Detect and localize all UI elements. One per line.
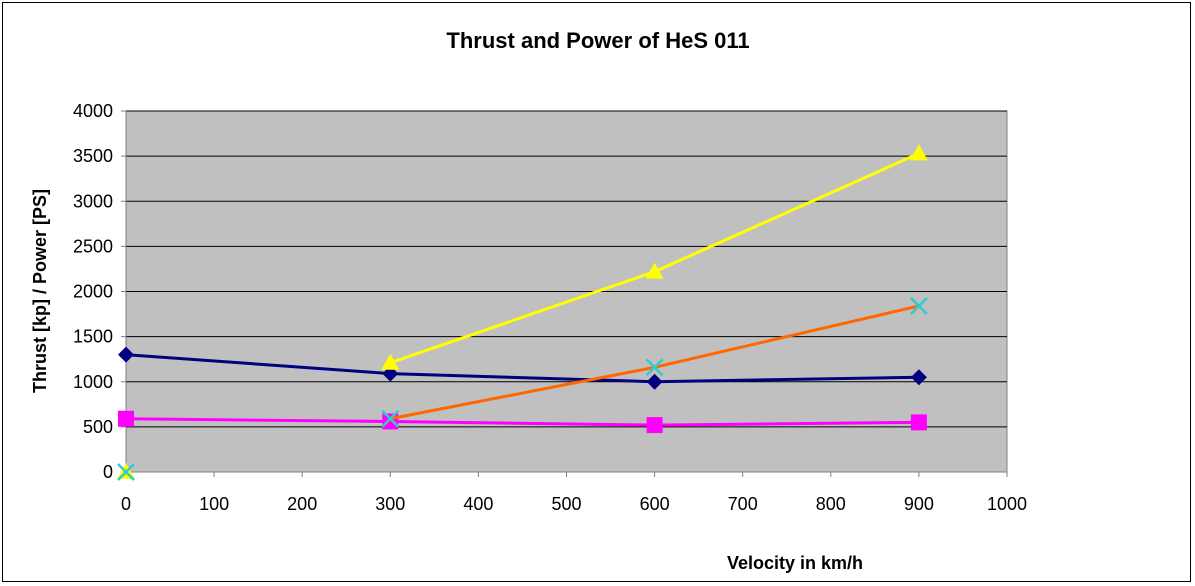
y-tick-label: 1500 <box>73 327 113 347</box>
axes <box>121 110 1008 477</box>
x-tick-label: 700 <box>728 494 758 514</box>
data-point <box>645 358 664 377</box>
data-point <box>118 410 134 427</box>
y-tick-label: 3500 <box>73 146 113 166</box>
y-tick-label: 2000 <box>73 282 113 302</box>
grid-lines <box>126 110 1007 473</box>
series-2 <box>118 410 927 434</box>
x-tick-labels: 0 100 200 300 400 500 600 700 800 900 1000 <box>121 494 1027 514</box>
data-point <box>910 414 927 431</box>
x-tick-label: 400 <box>463 494 493 514</box>
data-point <box>118 346 134 363</box>
y-tick-label: 3000 <box>73 191 113 211</box>
chart-title: Thrust and Power of HeS 011 <box>446 28 749 53</box>
data-point <box>381 409 400 428</box>
y-tick-labels: 0 500 1000 1500 2000 2500 3000 3500 4000 <box>73 101 113 482</box>
series-line <box>125 417 919 427</box>
data-point <box>910 297 928 315</box>
data-point <box>381 353 400 370</box>
x-tick-label: 900 <box>904 494 934 514</box>
x-tick-label: 500 <box>551 494 581 514</box>
data-point <box>646 417 663 434</box>
y-tick-label: 0 <box>103 462 113 482</box>
series-1 <box>118 346 927 390</box>
y-axis-title: Thrust [kp] / Power [PS] <box>30 189 50 393</box>
series-4 <box>117 297 928 481</box>
data-point <box>646 373 663 390</box>
data-point <box>645 262 664 279</box>
x-tick-label: 200 <box>287 494 317 514</box>
x-axis-title: Velocity in km/h <box>727 553 863 573</box>
y-tick-label: 2500 <box>73 236 113 256</box>
y-tick-label: 4000 <box>73 101 113 121</box>
series-line <box>125 353 919 384</box>
data-point <box>910 369 927 386</box>
data-point <box>909 144 928 161</box>
x-tick-label: 600 <box>640 494 670 514</box>
y-tick-label: 1000 <box>73 372 113 392</box>
series-layer <box>117 144 928 481</box>
y-tick-label: 500 <box>83 417 113 437</box>
x-tick-label: 800 <box>816 494 846 514</box>
x-tick-label: 300 <box>375 494 405 514</box>
data-point <box>117 463 135 481</box>
x-tick-label: 1000 <box>987 494 1027 514</box>
x-tick-label: 0 <box>121 494 131 514</box>
x-tick-label: 100 <box>199 494 229 514</box>
data-point <box>382 413 399 430</box>
